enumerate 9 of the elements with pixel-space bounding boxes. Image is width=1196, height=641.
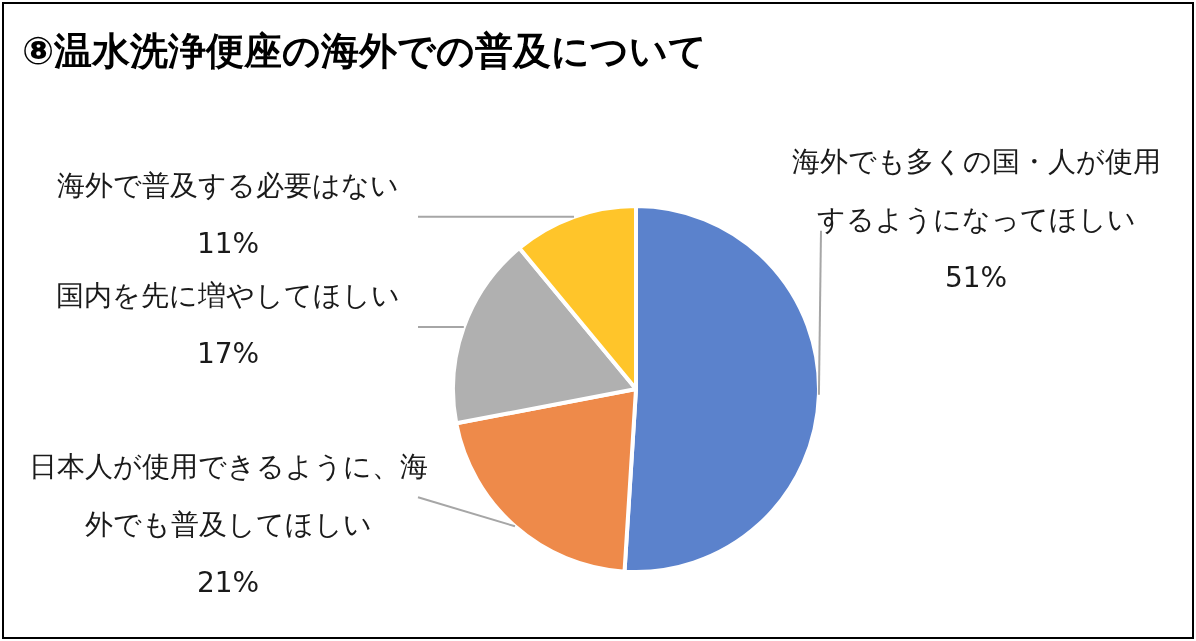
data-label: 11% bbox=[196, 227, 260, 261]
data-label: 51% bbox=[944, 261, 1008, 295]
slice-label: 国内を先に増やしてほしい bbox=[56, 279, 400, 313]
chart-title: ⑧温水洗浄便座の海外での普及について bbox=[22, 28, 708, 75]
slice-label: 海外で普及する必要はない bbox=[57, 169, 399, 203]
slice-label: 海外でも多くの国・人が使用するようになってほしい bbox=[791, 145, 1161, 237]
slice-label: 日本人が使用できるように、海外でも普及してほしい bbox=[28, 449, 428, 541]
data-label: 21% bbox=[196, 565, 260, 599]
data-label: 17% bbox=[196, 337, 260, 371]
